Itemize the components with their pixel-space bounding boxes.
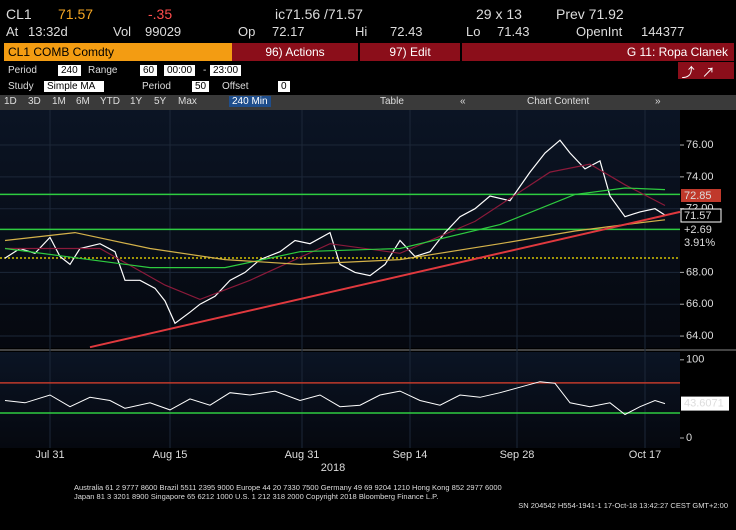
toolbar: 240 Min Table « Chart Content » 1D 3D 1M 6M… — [0, 95, 736, 110]
ma-period-input[interactable]: 50 — [192, 81, 210, 92]
range-input[interactable]: 60 — [140, 65, 158, 76]
study-label: Study — [8, 81, 34, 92]
period-label: Period — [8, 65, 37, 76]
security-field[interactable]: CL1 COMB Comdty — [4, 43, 234, 61]
table-button[interactable]: Table — [380, 96, 404, 107]
hi: 72.43 — [390, 24, 423, 39]
oi-label: OpenInt — [576, 24, 623, 39]
range-button[interactable]: 1M — [52, 96, 66, 107]
period-input[interactable]: 240 — [58, 65, 81, 76]
range-button[interactable]: 1Y — [130, 96, 143, 107]
start-input[interactable]: 00:00 — [164, 65, 196, 76]
footer-line: Australia 61 2 9777 8600 Brazil 5511 239… — [74, 483, 502, 492]
x-tick-label: Sep 28 — [500, 449, 535, 461]
range-label: Range — [88, 65, 118, 76]
y-tick-label: 74.00 — [686, 171, 714, 183]
lo: 71.43 — [497, 24, 530, 39]
x-tick-label: Jul 31 — [35, 449, 64, 461]
price-chart: Jul 31 Aug 15 Aug 31 Sep 14 Sep 28 Oct 17 2018… — [0, 110, 736, 510]
offset-input[interactable]: 0 — [278, 81, 290, 92]
rsi-tag: 43.6071 — [684, 398, 724, 410]
change: -.35 — [148, 6, 173, 22]
year-label: 2018 — [321, 462, 345, 474]
range-button[interactable]: YTD — [100, 96, 120, 107]
footer-line: SN 204542 H554-1941-1 17-Oct-18 13:42:27… — [518, 501, 728, 510]
edit-menu[interactable]: 97) Edit — [360, 43, 460, 61]
y-tick-label: 66.00 — [686, 298, 714, 310]
range-button[interactable]: Max — [178, 96, 197, 107]
vol: 99029 — [145, 24, 182, 39]
y-tick-label: 76.00 — [686, 139, 714, 151]
page-title: G 11: Ropa Clanek — [462, 43, 734, 61]
time: 13:32d — [28, 24, 68, 39]
x-tick-label: Oct 17 — [629, 449, 661, 461]
ma-yellow — [4, 219, 666, 266]
price-tag-box — [680, 208, 722, 223]
price-tag: 72.85 — [684, 190, 712, 202]
last-price: 71.57 — [58, 6, 94, 22]
end-input[interactable]: 23:00 — [210, 65, 242, 76]
dash: - — [203, 65, 207, 76]
x-tick-label: Sep 14 — [393, 449, 428, 461]
ma-period-label: Period — [142, 81, 171, 92]
study-select[interactable]: Simple MA — [44, 81, 104, 92]
ma-green — [4, 187, 666, 269]
oi: 144377 — [641, 24, 685, 39]
rsi-tick-label: 100 — [686, 354, 704, 366]
hi-label: Hi — [355, 24, 368, 39]
forward-button[interactable]: » — [655, 96, 661, 107]
price-tag-box — [681, 223, 721, 236]
interval-select[interactable]: 240 Min — [229, 96, 271, 107]
rsi-line — [4, 381, 666, 416]
op-label: Op — [238, 24, 256, 39]
range-button[interactable]: 3D — [28, 96, 41, 107]
back-button[interactable]: « — [460, 96, 466, 107]
price-tag-box — [681, 189, 721, 202]
vol-label: Vol — [113, 24, 132, 39]
price-tag: 3.91% — [684, 237, 715, 249]
actions-menu[interactable]: 96) Actions — [232, 43, 358, 61]
offset-label: Offset — [222, 81, 249, 92]
nav-arrows[interactable]: ⤴ ↗ — [678, 62, 734, 80]
chart-content-button[interactable]: Chart Content — [527, 96, 590, 107]
x-tick-label: Aug 15 — [153, 449, 188, 461]
range-button[interactable]: 5Y — [154, 96, 167, 107]
price — [4, 139, 666, 325]
ma-red — [5, 163, 666, 301]
footer-line: Japan 81 3 3201 8900 Singapore 65 6212 1… — [74, 492, 438, 501]
op: 72.17 — [272, 24, 305, 39]
trendline — [89, 210, 681, 349]
at-label: At — [6, 24, 19, 39]
lo-label: Lo — [466, 24, 481, 39]
x-tick-label: Aug 31 — [285, 449, 320, 461]
range-button[interactable]: 1D — [4, 96, 17, 107]
size: 29 x 13 — [476, 6, 522, 22]
price-tag-box — [681, 236, 721, 249]
y-tick-label: 68.00 — [686, 266, 714, 278]
prev: Prev 71.92 — [556, 6, 624, 22]
range-button[interactable]: 6M — [76, 96, 90, 107]
bid-ask: ic71.56 /71.57 — [275, 6, 363, 22]
price-tag: +2.69 — [684, 224, 712, 236]
rsi-panel — [0, 352, 680, 448]
price-tag: 71.57 — [684, 210, 712, 222]
y-tick-label: 64.00 — [686, 330, 714, 342]
ticker: CL1 — [6, 6, 32, 22]
rsi-tick-label: 0 — [686, 432, 692, 444]
rsi-tag-box — [681, 396, 729, 411]
